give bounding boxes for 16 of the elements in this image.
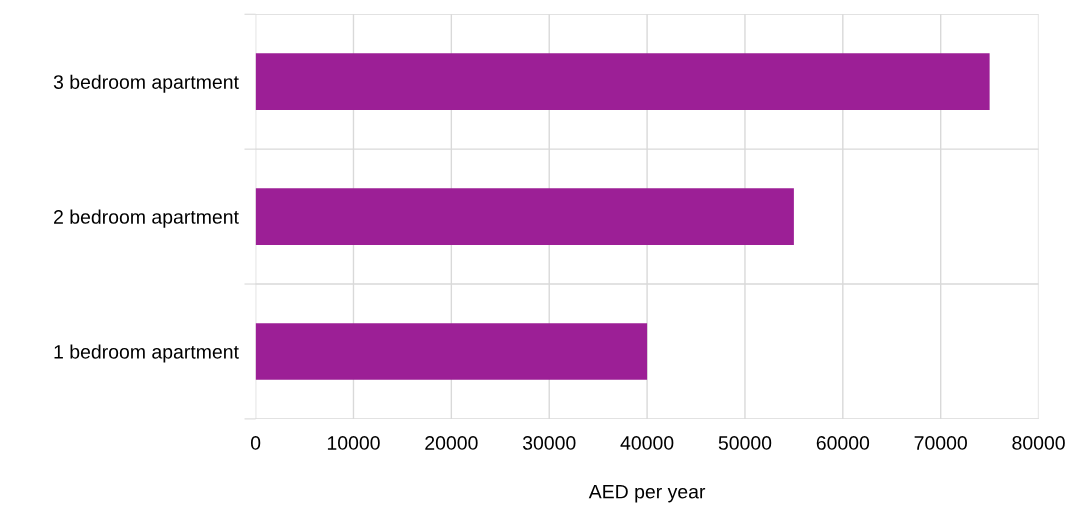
x-tick-label: 70000 bbox=[914, 436, 967, 450]
x-tick-label: 80000 bbox=[1012, 436, 1065, 450]
x-tick-label: 10000 bbox=[327, 436, 380, 450]
x-tick-label: 30000 bbox=[522, 436, 576, 450]
x-tick-label: 20000 bbox=[425, 436, 478, 450]
x-tick-label: 50000 bbox=[718, 436, 772, 450]
y-tick-label: 2 bedroom apartment bbox=[54, 209, 239, 228]
x-tick-label: 0 bbox=[250, 436, 261, 450]
x-tick-label: 40000 bbox=[620, 436, 674, 450]
x-axis-title: AED per year bbox=[588, 484, 706, 503]
bar bbox=[255, 323, 648, 380]
bar bbox=[255, 188, 794, 245]
y-tick-label: 1 bedroom apartment bbox=[54, 344, 239, 363]
y-tick-label: 3 bedroom apartment bbox=[53, 74, 239, 93]
bar bbox=[255, 53, 990, 111]
x-tick-label: 60000 bbox=[816, 436, 870, 450]
